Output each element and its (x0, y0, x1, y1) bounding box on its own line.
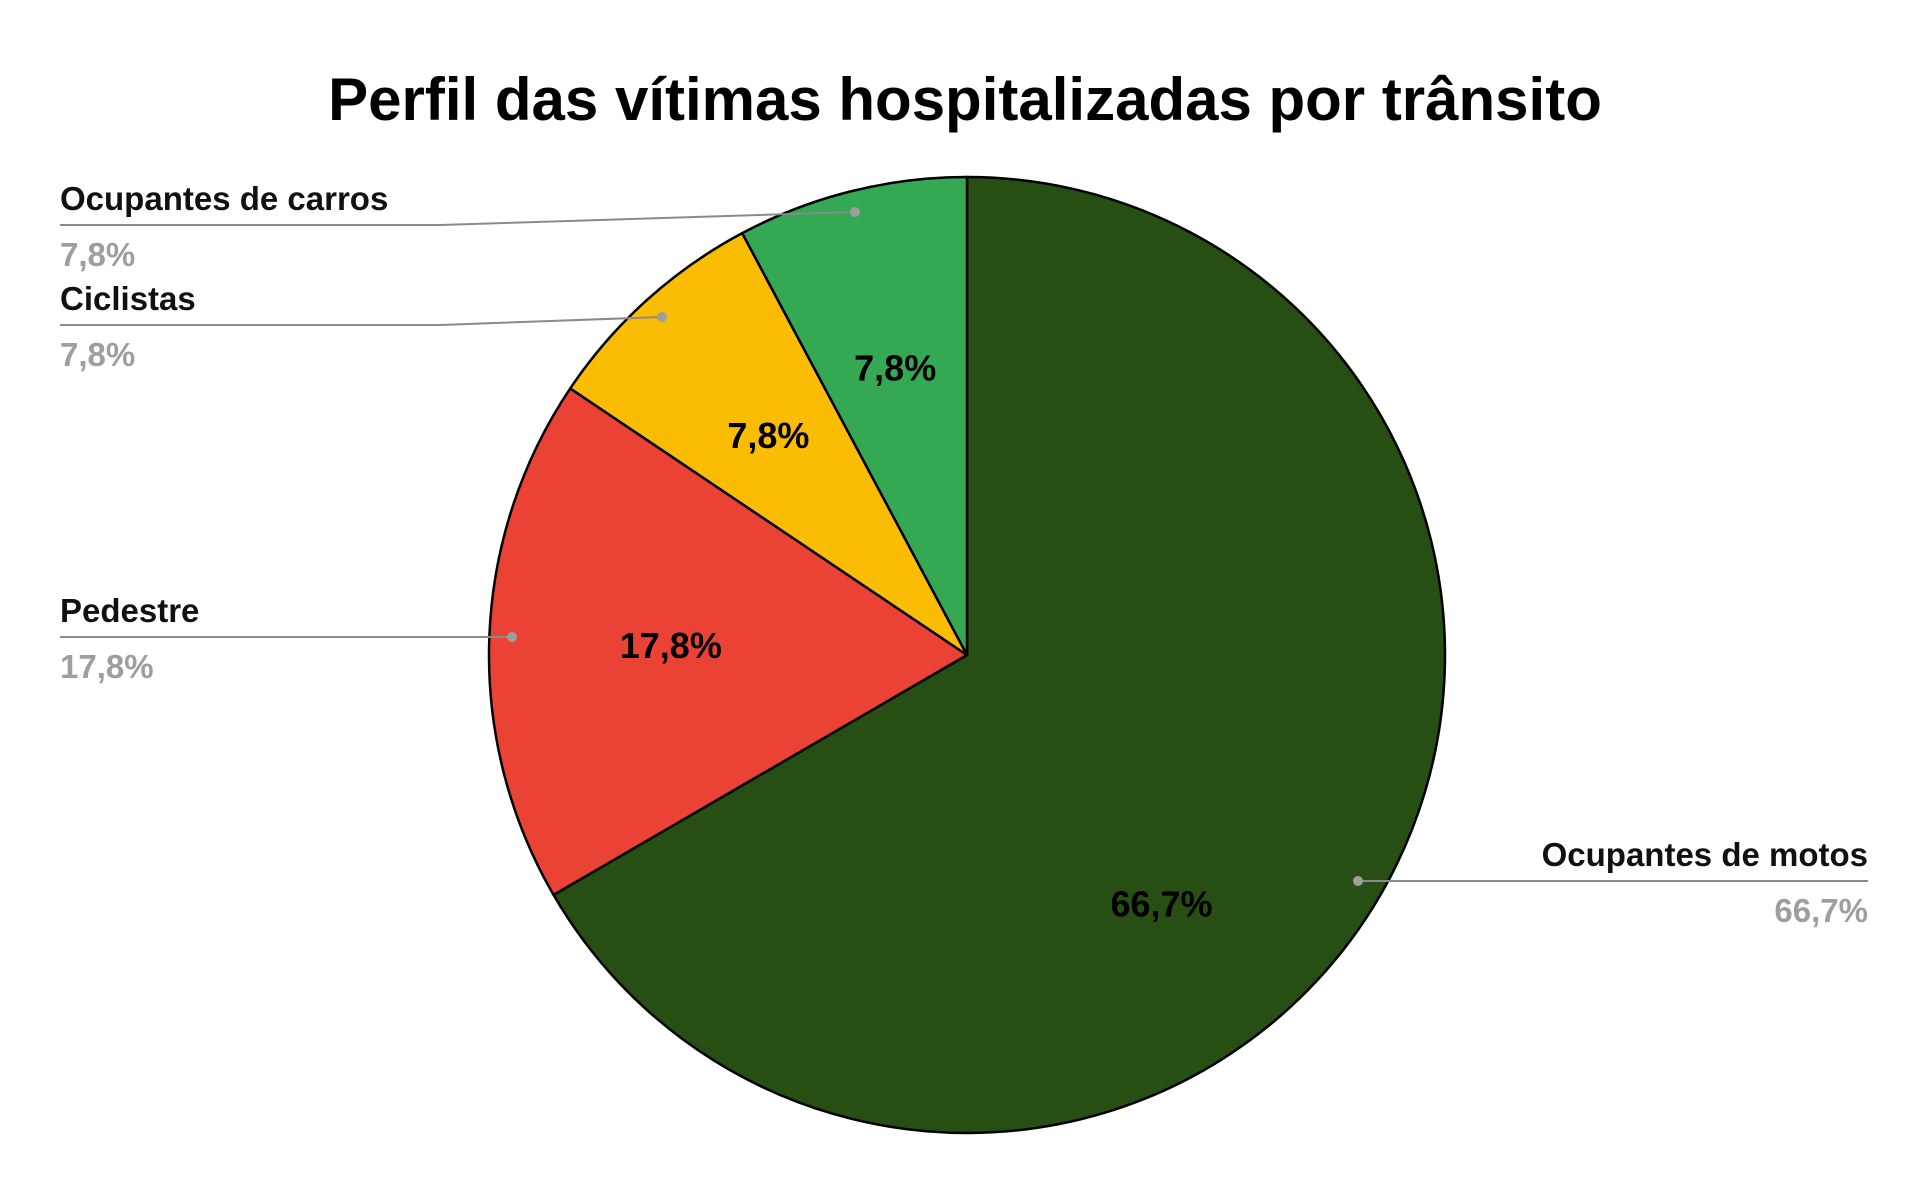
slice-ocupantes-de-carros (740, 175, 969, 657)
callout-label: Ocupantes de carros (60, 180, 388, 217)
callouts-layer: Ocupantes de motos 66,7% Pedestre 17,8% Cicl… (60, 180, 1868, 929)
slice-value-label-ciclistas: 7,8% (727, 415, 809, 456)
callout-ocupantes-de-carros: Ocupantes de carros 7,8% (60, 180, 860, 273)
callout-value: 66,7% (1774, 892, 1868, 929)
callout-dot (507, 632, 517, 642)
callout-dot (1353, 876, 1363, 886)
slice-pedestre (487, 387, 969, 897)
chart-title: Perfil das vítimas hospitalizadas por tr… (328, 66, 1602, 133)
callout-dot (850, 207, 860, 217)
slices-layer (487, 175, 1447, 1135)
slice-value-label-pedestre: 17,8% (620, 625, 722, 666)
callout-value: 7,8% (60, 236, 135, 273)
callout-label: Ciclistas (60, 280, 196, 317)
callout-value: 7,8% (60, 336, 135, 373)
callout-line (60, 316, 663, 326)
slice-labels-layer: 66,7% 17,8% 7,8% 7,8% (620, 348, 1213, 925)
slice-value-label-ocupantes-de-carros: 7,8% (854, 348, 936, 389)
callout-pedestre: Pedestre 17,8% (60, 592, 517, 685)
callout-label: Ocupantes de motos (1542, 836, 1868, 873)
callout-dot (657, 312, 667, 322)
callout-ciclistas: Ciclistas 7,8% (60, 280, 667, 373)
slice-ocupantes-de-motos (552, 175, 1447, 1135)
callout-ocupantes-de-motos: Ocupantes de motos 66,7% (1353, 836, 1868, 929)
slice-ciclistas (568, 231, 969, 657)
callout-label: Pedestre (60, 592, 199, 629)
slice-value-label-ocupantes-de-motos: 66,7% (1110, 883, 1212, 924)
callout-value: 17,8% (60, 648, 154, 685)
callout-line (60, 211, 856, 226)
